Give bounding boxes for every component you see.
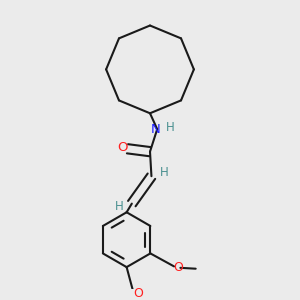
Text: N: N (151, 123, 160, 136)
Text: O: O (173, 261, 183, 274)
Text: H: H (166, 121, 175, 134)
Text: O: O (117, 141, 128, 154)
Text: H: H (115, 200, 124, 213)
Text: O: O (133, 287, 143, 300)
Text: H: H (160, 166, 169, 179)
